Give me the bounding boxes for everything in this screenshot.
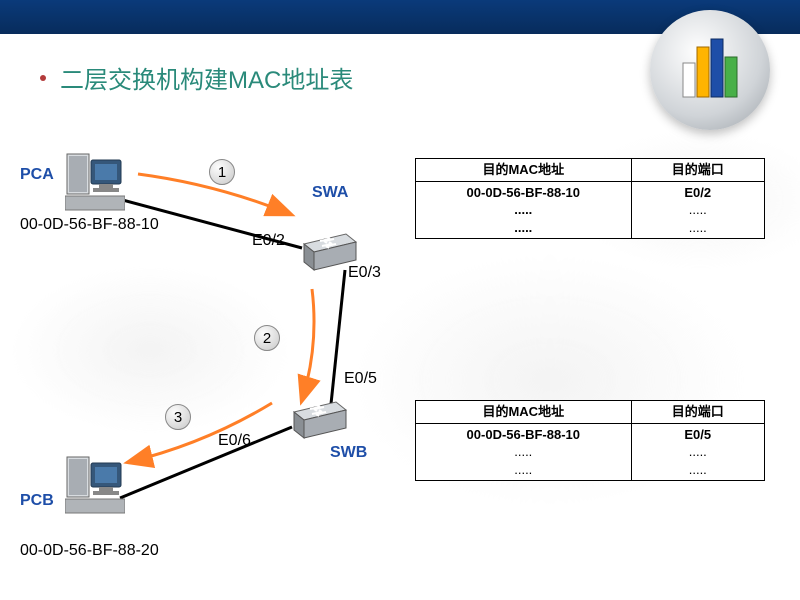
slide-title-row: 二层交换机构建MAC地址表 [40, 60, 353, 95]
cell-text: ..... [422, 219, 625, 237]
cell-text: ..... [422, 201, 625, 219]
td: 00-0D-56-BF-88-10 ..... ..... [416, 181, 632, 239]
pcb-mac: 00-0D-56-BF-88-20 [20, 542, 159, 560]
switch-b [290, 400, 350, 440]
step-3-num: 3 [174, 409, 182, 426]
cell-text: ..... [638, 201, 758, 219]
pca-label: PCA [20, 166, 54, 184]
cell-text: E0/5 [638, 426, 758, 444]
pc-b [65, 455, 125, 515]
cell-text: ..... [422, 443, 625, 461]
port-e02: E0/2 [252, 232, 285, 250]
slide-title: 二层交换机构建MAC地址表 [60, 60, 353, 95]
mac-table-swb: 目的MAC地址 目的端口 00-0D-56-BF-88-10 ..... ...… [415, 400, 765, 481]
port-e06: E0/6 [218, 432, 251, 450]
cell-text: ..... [638, 443, 758, 461]
port-e05: E0/5 [344, 370, 377, 388]
td: E0/5 ..... ..... [631, 423, 764, 481]
cell-text: ..... [638, 219, 758, 237]
cell-text: 00-0D-56-BF-88-10 [422, 426, 625, 444]
step-1-num: 1 [218, 164, 226, 181]
step-3: 3 [165, 404, 191, 430]
swa-label: SWA [312, 184, 348, 202]
pcb-label: PCB [20, 492, 54, 510]
swb-label: SWB [330, 444, 367, 462]
port-e03: E0/3 [348, 264, 381, 282]
step-2: 2 [254, 325, 280, 351]
th: 目的MAC地址 [416, 401, 632, 424]
step-2-num: 2 [263, 330, 271, 347]
th: 目的端口 [631, 159, 764, 182]
td: E0/2 ..... ..... [631, 181, 764, 239]
title-bullet [40, 75, 46, 81]
pc-a [65, 152, 125, 212]
cell-text: 00-0D-56-BF-88-10 [422, 184, 625, 202]
logo-badge [650, 10, 770, 130]
step-1: 1 [209, 159, 235, 185]
cell-text: ..... [422, 461, 625, 479]
th: 目的MAC地址 [416, 159, 632, 182]
cell-text: ..... [638, 461, 758, 479]
pca-mac: 00-0D-56-BF-88-10 [20, 216, 159, 234]
td: 00-0D-56-BF-88-10 ..... ..... [416, 423, 632, 481]
cell-text: E0/2 [638, 184, 758, 202]
th: 目的端口 [631, 401, 764, 424]
mac-table-swa: 目的MAC地址 目的端口 00-0D-56-BF-88-10 ..... ...… [415, 158, 765, 239]
